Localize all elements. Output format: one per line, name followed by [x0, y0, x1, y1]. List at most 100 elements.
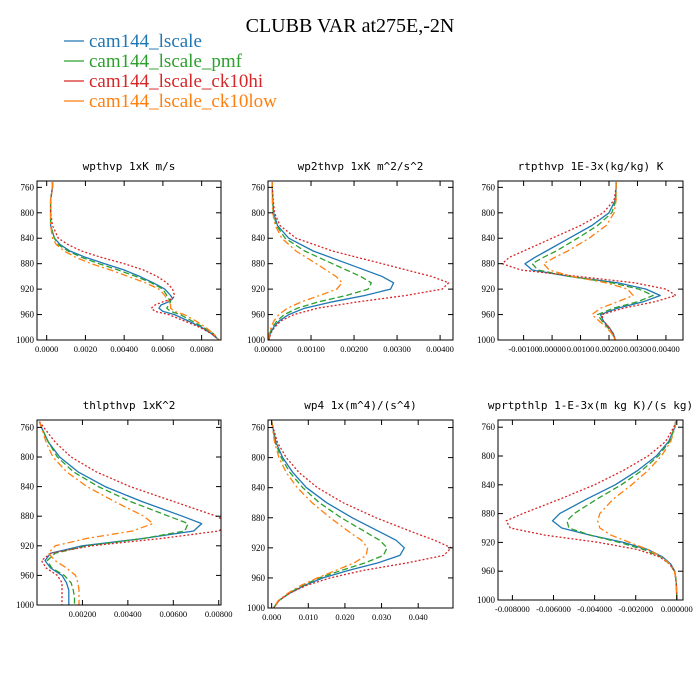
series-line-cam144_lscale_ck10low: [597, 421, 678, 600]
series-line-cam144_lscale_pmf: [38, 421, 189, 605]
y-tick-label: 880: [482, 259, 496, 269]
y-tick-label: 960: [21, 310, 35, 320]
y-tick-label: 800: [21, 208, 35, 218]
x-tick-label: 0.000: [262, 612, 281, 622]
legend-entry: cam144_lscale_ck10hi: [64, 71, 263, 92]
y-tick-label: 800: [252, 208, 266, 218]
legend-entry: cam144_lscale_pmf: [64, 51, 243, 72]
series-line-cam144_lscale_ck10hi: [505, 421, 678, 600]
panels: wpthvp 1xK m/s76080084088092096010000.00…: [16, 160, 693, 622]
x-tick-label: 0.00200: [595, 344, 623, 354]
y-tick-label: 880: [252, 259, 266, 269]
series-line-cam144_lscale: [271, 421, 405, 608]
y-tick-label: 880: [252, 513, 266, 523]
y-tick-label: 840: [482, 233, 496, 243]
plot-frame: [267, 180, 454, 341]
x-tick-label: -0.006000: [536, 604, 571, 614]
y-tick-label: 1000: [477, 595, 496, 605]
panel-title: wp4 1x(m^4)/(s^4): [304, 399, 417, 412]
y-tick-label: 840: [21, 233, 35, 243]
y-tick-label: 880: [21, 259, 35, 269]
y-tick-label: 920: [252, 543, 266, 553]
x-tick-label: 0.00400: [652, 344, 680, 354]
series-line-cam144_lscale_ck10hi: [268, 182, 450, 340]
chart-panel: wprtpthlp 1-E-3x(m kg K)/(s kg) 760 800 840…: [477, 399, 693, 614]
legend: cam144_lscalecam144_lscale_pmfcam144_lsc…: [64, 31, 277, 112]
series-line-cam144_lscale_ck10hi: [38, 421, 221, 605]
series-line-cam144_lscale: [49, 182, 220, 340]
x-tick-label: 0.00400: [426, 344, 454, 354]
y-tick-label: 760: [21, 422, 35, 432]
y-tick-label: 1000: [477, 335, 496, 345]
plot-frame: [36, 419, 222, 606]
y-tick-label: 840: [252, 233, 266, 243]
x-tick-label: 0.0080: [190, 344, 213, 354]
series-line-cam144_lscale_pmf: [271, 421, 388, 608]
y-tick-label: 760: [482, 422, 496, 432]
y-tick-label: 880: [482, 509, 496, 519]
y-tick-label: 920: [21, 541, 35, 551]
y-tick-label: 1000: [247, 335, 266, 345]
y-tick-label: 1000: [16, 335, 35, 345]
legend-label: cam144_lscale_ck10low: [89, 91, 277, 112]
x-tick-label: 0.00600: [159, 609, 187, 619]
panel-title: rtpthvp 1E-3x(kg/kg) K: [518, 160, 664, 173]
y-tick-label: 800: [252, 453, 266, 463]
x-tick-label: -0.002000: [618, 604, 653, 614]
chart-panel: thlpthvp 1xK^2 760 800 840 880 920 960 1000 0.00…: [16, 399, 233, 619]
plot-frame: [497, 419, 684, 601]
plot-frame: [267, 419, 454, 609]
x-tick-label: 0.0000: [35, 344, 58, 354]
x-tick-label: 0.010: [299, 612, 318, 622]
y-tick-label: 920: [252, 284, 266, 294]
chart-panel: wp4 1x(m^4)/(s^4)76080084088092096010000…: [247, 399, 454, 622]
series-line-cam144_lscale_ck10hi: [271, 421, 452, 608]
series-line-cam144_lscale: [524, 182, 661, 340]
panel-title: wprtpthlp 1-E-3x(m kg K)/(s kg): [488, 399, 693, 412]
series-line-cam144_lscale: [268, 182, 395, 340]
panel-title: thlpthvp 1xK^2: [83, 399, 176, 412]
x-tick-label: 0.040: [409, 612, 428, 622]
x-tick-label: 0.030: [372, 612, 391, 622]
legend-label: cam144_lscale_pmf: [89, 51, 243, 72]
x-tick-label: 0.0020: [74, 344, 97, 354]
x-tick-label: 0.000000: [661, 604, 693, 614]
x-tick-label: 0.00100: [297, 344, 325, 354]
x-tick-label: 0.00100: [567, 344, 595, 354]
y-tick-label: 800: [482, 208, 496, 218]
series-line-cam144_lscale_ck10low: [268, 182, 343, 340]
y-tick-label: 840: [21, 482, 35, 492]
x-tick-label: 0.00400: [114, 609, 142, 619]
y-tick-label: 760: [482, 182, 496, 192]
series-line-cam144_lscale_ck10hi: [49, 182, 220, 340]
y-tick-label: 1000: [247, 603, 266, 613]
y-tick-label: 800: [21, 452, 35, 462]
series-group: [501, 182, 677, 340]
x-tick-label: -0.008000: [495, 604, 530, 614]
chart-panel: wpthvp 1xK m/s76080084088092096010000.00…: [16, 160, 222, 354]
x-tick-label: -0.004000: [577, 604, 612, 614]
y-tick-label: 960: [482, 310, 496, 320]
panel-title: wp2thvp 1xK m^2/s^2: [298, 160, 424, 173]
series-line-cam144_lscale_pmf: [268, 182, 372, 340]
figure-title: CLUBB VAR at275E,-2N: [246, 15, 455, 37]
x-tick-label: 0.00200: [69, 609, 97, 619]
series-line-cam144_lscale_ck10low: [542, 182, 634, 340]
panel-title: wpthvp 1xK m/s: [83, 160, 176, 173]
chart-panel: rtpthvp 1E-3x(kg/kg) K 760 800 840 880 920 960…: [477, 160, 684, 354]
plot-frame: [36, 180, 222, 341]
legend-entry: cam144_lscale_ck10low: [64, 91, 277, 112]
series-line-cam144_lscale_ck10low: [49, 182, 220, 340]
series-group: [49, 182, 220, 340]
series-line-cam144_lscale_pmf: [566, 421, 678, 600]
y-tick-label: 960: [252, 573, 266, 583]
y-tick-label: 760: [252, 423, 266, 433]
x-tick-label: -0.00100: [508, 344, 538, 354]
y-tick-label: 840: [252, 483, 266, 493]
y-tick-label: 1000: [16, 600, 35, 610]
x-tick-label: 0.00300: [624, 344, 652, 354]
legend-label: cam144_lscale_ck10hi: [89, 71, 263, 92]
x-tick-label: 0.0060: [151, 344, 174, 354]
x-tick-label: 0.00400: [110, 344, 138, 354]
